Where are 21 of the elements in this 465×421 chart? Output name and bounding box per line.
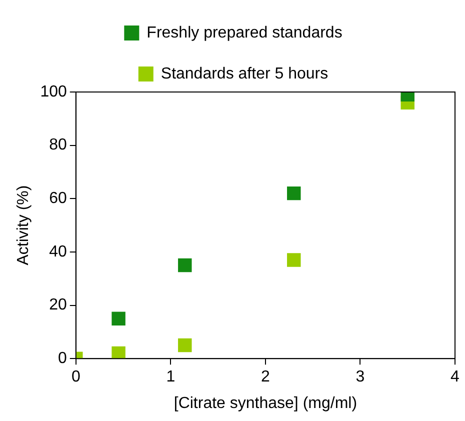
- point: [112, 346, 126, 359]
- x-tick-label: 1: [166, 368, 176, 386]
- y-tick-label: 80: [49, 136, 67, 154]
- y-tick-label: 60: [49, 190, 67, 208]
- x-tick-label: 4: [450, 368, 460, 386]
- y-tick-label: 100: [40, 83, 67, 100]
- x-tick-label: 2: [260, 368, 270, 386]
- x-tick-label: 3: [356, 368, 365, 386]
- y-tick-label: 40: [49, 243, 67, 260]
- x-tick-label: 0: [71, 368, 80, 386]
- point: [287, 186, 301, 200]
- y-axis-title: Activity (%): [15, 185, 32, 266]
- point: [178, 258, 192, 272]
- point: [178, 338, 192, 352]
- point: [287, 253, 301, 267]
- point: [112, 312, 126, 326]
- y-tick-label: 20: [49, 296, 67, 314]
- x-axis-title: [Citrate synthase] (mg/ml): [174, 394, 358, 412]
- y-tick-label: 0: [58, 350, 67, 368]
- legend-label: Freshly prepared standards: [146, 24, 342, 42]
- legend-label: Standards after 5 hours: [160, 65, 328, 82]
